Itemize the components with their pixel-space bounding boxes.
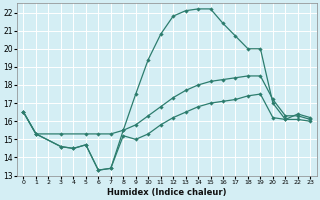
X-axis label: Humidex (Indice chaleur): Humidex (Indice chaleur) <box>107 188 227 197</box>
